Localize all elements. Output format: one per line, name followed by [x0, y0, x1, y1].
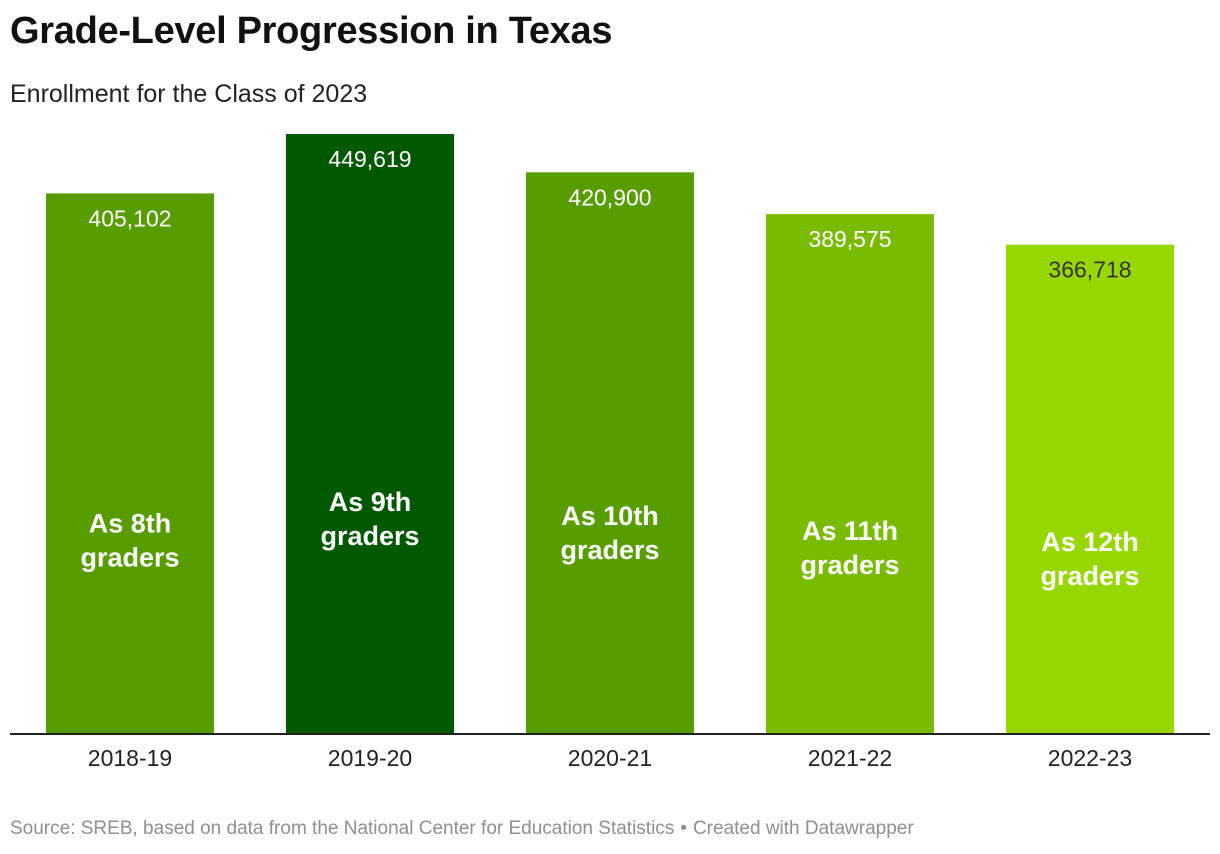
bar-label-line: As 11th: [802, 516, 898, 546]
value-label: 420,900: [568, 184, 651, 210]
x-tick-label: 2021-22: [808, 745, 892, 771]
x-tick-label: 2020-21: [568, 745, 652, 771]
x-tick-label: 2018-19: [88, 745, 172, 771]
value-label: 405,102: [88, 205, 171, 231]
bar-label-line: As 8th: [89, 508, 172, 538]
bar-label-line: graders: [80, 542, 179, 572]
bar-label-line: As 10th: [561, 501, 659, 531]
bar-2019-20: [286, 134, 454, 734]
x-tick-label: 2022-23: [1048, 745, 1132, 771]
bar-label-line: graders: [560, 535, 659, 565]
chart-footer: Source: SREB, based on data from the Nat…: [10, 818, 914, 840]
bar-label-line: As 9th: [329, 487, 412, 517]
chart-subtitle: Enrollment for the Class of 2023: [10, 80, 368, 108]
bar-label-line: graders: [320, 521, 419, 551]
x-tick-label: 2019-20: [328, 745, 412, 771]
bar-2021-22: [766, 214, 934, 734]
bar-2020-21: [526, 172, 694, 734]
bar-label-line: graders: [1040, 561, 1139, 591]
bar-chart: 405,102 As 8th graders 449,619 As 9th graders…: [10, 134, 1210, 771]
bars-group: [46, 134, 1174, 734]
bar-2018-19: [46, 193, 214, 734]
chart-title: Grade-Level Progression in Texas: [10, 10, 613, 52]
footer-separator: •: [680, 818, 687, 839]
bar-label-line: graders: [800, 550, 899, 580]
value-label: 389,575: [808, 226, 891, 252]
bar-label-line: As 12th: [1041, 527, 1139, 557]
labels-group: 405,102 As 8th graders 449,619 As 9th graders…: [80, 146, 1139, 591]
bar-2022-23: [1006, 244, 1174, 734]
x-axis-ticks: 2018-19 2019-20 2020-21 2021-22 2022-23: [88, 745, 1132, 771]
value-label: 449,619: [328, 146, 411, 172]
value-label: 366,718: [1048, 257, 1131, 283]
source-note: Source: SREB, based on data from the Nat…: [10, 818, 675, 839]
credit-note: Created with Datawrapper: [692, 818, 914, 839]
